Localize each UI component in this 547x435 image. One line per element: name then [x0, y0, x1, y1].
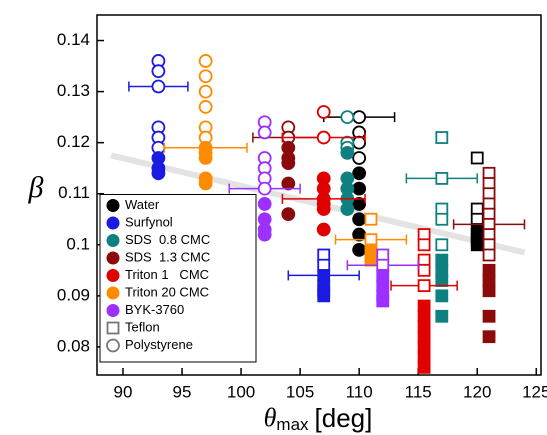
- point: [482, 330, 496, 344]
- point: [364, 212, 378, 226]
- legend-label: Water: [125, 197, 160, 212]
- point: [316, 105, 331, 119]
- x-tick-label: 95: [173, 382, 192, 401]
- legend-marker: [106, 251, 120, 265]
- point: [482, 248, 496, 262]
- point: [417, 263, 431, 277]
- legend-marker: [106, 286, 120, 300]
- point: [435, 212, 449, 226]
- legend-marker: [106, 269, 120, 282]
- y-tick-label: 0.09: [57, 285, 90, 304]
- point: [435, 274, 449, 287]
- point: [352, 227, 367, 242]
- point: [435, 289, 449, 303]
- point: [470, 238, 484, 252]
- point: [435, 309, 449, 323]
- legend-label: Triton 20 CMC: [125, 284, 209, 299]
- plot-frame: [96, 14, 542, 376]
- point: [281, 156, 296, 170]
- x-label-unit: [deg]: [315, 403, 373, 433]
- legend-label: SDS 0.8 CMC: [125, 232, 210, 247]
- point: [352, 212, 367, 227]
- y-tick-label: 0.14: [57, 30, 90, 49]
- point: [352, 181, 367, 196]
- point: [417, 360, 431, 374]
- point: [364, 253, 378, 267]
- x-label-subscript: max: [276, 415, 309, 434]
- point: [376, 294, 390, 308]
- point: [317, 289, 331, 303]
- point: [435, 172, 449, 185]
- point: [151, 79, 166, 94]
- point: [352, 197, 367, 211]
- point: [316, 222, 331, 237]
- legend-marker: [106, 321, 120, 335]
- x-tick-label: 115: [405, 382, 432, 401]
- y-tick-label: 0.1: [66, 234, 90, 253]
- point: [198, 69, 213, 84]
- plot-area: [110, 54, 526, 374]
- y-tick-label: 0.11: [58, 183, 90, 202]
- point: [417, 279, 431, 293]
- legend-marker: [106, 199, 120, 212]
- point: [482, 309, 496, 323]
- point: [435, 238, 449, 252]
- point: [257, 197, 272, 211]
- legend-marker: [106, 304, 120, 317]
- point: [257, 227, 272, 242]
- point: [352, 242, 367, 257]
- point: [316, 130, 331, 145]
- point: [198, 176, 213, 191]
- point: [151, 166, 166, 181]
- point: [316, 202, 331, 216]
- x-tick-label: 125: [522, 382, 547, 401]
- point: [352, 166, 367, 181]
- y-axis-label: β: [28, 171, 44, 204]
- legend-label: Polystyrene: [125, 337, 193, 352]
- point: [340, 110, 355, 125]
- x-tick-label: 100: [227, 382, 255, 401]
- legend-marker: [106, 338, 120, 353]
- point: [340, 202, 355, 216]
- legend-label: BYK-3760: [125, 302, 184, 317]
- y-tick-label: 0.13: [57, 81, 90, 100]
- x-tick-label: 90: [114, 382, 133, 401]
- legend-box: [99, 194, 257, 363]
- point: [198, 84, 213, 99]
- x-tick-label: 120: [463, 382, 491, 401]
- point: [257, 125, 272, 140]
- point: [198, 100, 213, 114]
- point: [352, 110, 367, 125]
- x-tick-label: 105: [286, 382, 314, 401]
- legend-marker: [106, 234, 120, 247]
- point: [257, 181, 272, 196]
- point: [435, 131, 449, 144]
- y-tick-label: 0.08: [57, 336, 90, 355]
- legend-label: SDS 1.3 CMC: [125, 249, 210, 264]
- point: [198, 54, 213, 68]
- legend-label: Surfynol: [125, 214, 173, 229]
- point: [470, 151, 484, 165]
- point: [482, 284, 496, 298]
- point: [340, 145, 355, 160]
- point: [352, 151, 367, 165]
- x-label-symbol: θ: [264, 403, 277, 432]
- x-axis-label: θmax [deg]: [264, 403, 373, 435]
- legend-label: Triton 1 CMC: [125, 267, 209, 282]
- legend-marker: [106, 216, 120, 230]
- point: [198, 151, 213, 165]
- point: [151, 64, 166, 79]
- point: [417, 238, 431, 252]
- y-tick-label: 0.12: [57, 132, 90, 151]
- legend-label: Teflon: [125, 319, 160, 334]
- x-tick-label: 110: [346, 382, 373, 401]
- point: [352, 135, 367, 150]
- point: [281, 207, 296, 222]
- point: [281, 176, 296, 191]
